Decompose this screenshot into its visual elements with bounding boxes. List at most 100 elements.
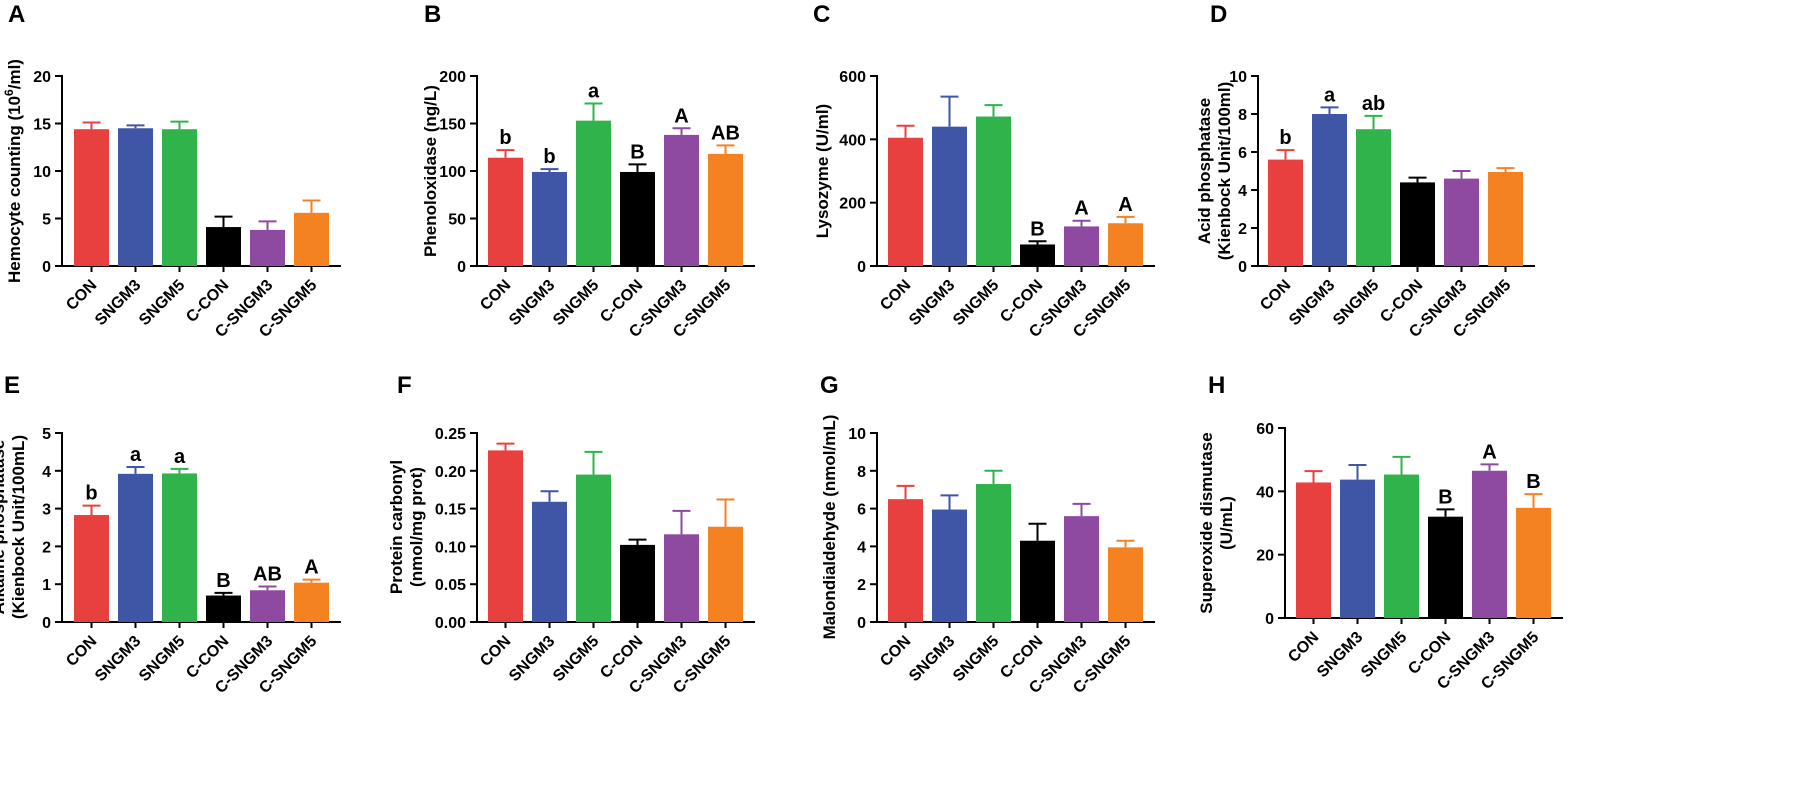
bar-c-sngm3 <box>1444 178 1479 266</box>
y-tick-label: 20 <box>1256 548 1274 565</box>
significance-label: AB <box>253 563 282 585</box>
y-tick-label: 4 <box>42 464 51 481</box>
significance-label: A <box>674 105 688 127</box>
significance-label: b <box>499 127 511 149</box>
bar-c-sngm5 <box>708 153 743 266</box>
significance-label: a <box>174 446 186 468</box>
bar-c-sngm5 <box>294 212 329 266</box>
significance-label: A <box>1482 441 1496 463</box>
x-tick-label: CON <box>477 277 514 314</box>
bar-c-con <box>1400 182 1435 266</box>
x-tick-label: SNGM5 <box>1358 629 1410 681</box>
y-tick-label: 10 <box>1229 69 1247 86</box>
significance-label: a <box>130 444 142 466</box>
bar-c-sngm3 <box>1472 470 1507 618</box>
bar-con <box>888 499 923 622</box>
bar-sngm5 <box>976 484 1011 622</box>
y-tick-label: 15 <box>33 117 51 134</box>
y-tick-label: 0 <box>42 259 51 276</box>
bar-sngm3 <box>532 171 567 266</box>
bar-sngm3 <box>532 501 567 622</box>
y-tick-label: 0.10 <box>435 539 466 556</box>
significance-label: B <box>630 141 644 163</box>
y-tick-label: 0 <box>857 615 866 632</box>
x-tick-label: CON <box>877 277 914 314</box>
y-axis-label: Acid phosphatase(Kienbock Unit/100ml) <box>1195 82 1234 261</box>
bar-con <box>74 129 109 266</box>
bar-c-sngm5 <box>1108 547 1143 622</box>
y-tick-label: 8 <box>857 464 866 481</box>
significance-label: A <box>1118 194 1132 216</box>
significance-label: a <box>1324 84 1336 106</box>
bar-con <box>74 515 109 622</box>
bar-c-sngm5 <box>1488 171 1523 266</box>
bar-c-sngm5 <box>708 526 743 622</box>
y-tick-label: 0.05 <box>435 577 466 594</box>
x-tick-label: CON <box>63 277 100 314</box>
bar-con <box>1296 482 1331 618</box>
y-tick-label: 4 <box>857 539 866 556</box>
y-tick-label: 5 <box>42 426 51 443</box>
y-tick-label: 2 <box>42 539 51 556</box>
y-tick-label: 6 <box>1238 145 1247 162</box>
bar-con <box>888 137 923 266</box>
significance-label: a <box>588 81 600 103</box>
y-tick-label: 20 <box>33 69 51 86</box>
y-axis-label: Lysozyme (U/ml) <box>813 104 832 238</box>
x-tick-label: SNGM3 <box>506 277 558 329</box>
x-tick-label: SNGM3 <box>906 633 958 685</box>
significance-label: B <box>1526 471 1540 493</box>
panel-b: B Phenoloxidase (ng/L) 0 50 100 150 200 CON b SNG… <box>421 1 755 341</box>
bar-c-con <box>1428 516 1463 618</box>
bar-sngm5 <box>576 474 611 622</box>
panel-letter: D <box>1210 1 1227 28</box>
bar-c-con <box>620 544 655 622</box>
bar-c-sngm3 <box>664 534 699 622</box>
y-tick-label: 10 <box>33 164 51 181</box>
y-tick-label: 0 <box>42 615 51 632</box>
bar-c-sngm3 <box>664 134 699 266</box>
y-axis-label: Hemocyte counting (106/ml) <box>2 59 24 283</box>
panel-letter: E <box>4 372 20 399</box>
bar-c-con <box>620 171 655 266</box>
y-axis-label: Malondialdehyde (nmol/mL) <box>820 415 839 640</box>
panel-letter: C <box>813 1 830 28</box>
y-tick-label: 40 <box>1256 484 1274 501</box>
bar-sngm3 <box>1312 114 1347 266</box>
bar-sngm5 <box>1384 474 1419 618</box>
y-tick-label: 0.25 <box>435 426 466 443</box>
bar-sngm3 <box>118 473 153 622</box>
significance-label: A <box>304 557 318 579</box>
bar-c-sngm5 <box>294 582 329 622</box>
significance-label: A <box>1074 198 1088 220</box>
x-tick-label: SNGM5 <box>950 633 1002 685</box>
y-axis-label: Superoxide dismutase(U/mL) <box>1197 432 1236 613</box>
x-tick-label: SNGM5 <box>550 277 602 329</box>
y-tick-label: 50 <box>448 212 466 229</box>
bar-sngm5 <box>1356 129 1391 266</box>
x-tick-label: SNGM5 <box>550 633 602 685</box>
x-tick-label: SNGM3 <box>92 633 144 685</box>
panel-letter: G <box>820 372 839 399</box>
panel-d: D Acid phosphatase(Kienbock Unit/100ml)0 2… <box>1195 1 1535 341</box>
bar-con <box>1268 159 1303 266</box>
bar-c-sngm3 <box>1064 226 1099 266</box>
y-tick-label: 5 <box>42 212 51 229</box>
y-tick-label: 400 <box>839 132 866 149</box>
x-tick-label: SNGM3 <box>1286 277 1338 329</box>
bar-con <box>488 450 523 622</box>
x-tick-label: SNGM3 <box>1314 629 1366 681</box>
x-tick-label: CON <box>63 633 100 670</box>
significance-label: B <box>216 570 230 592</box>
y-tick-label: 10 <box>848 426 866 443</box>
bar-c-con <box>1020 540 1055 622</box>
x-tick-label: SNGM5 <box>950 277 1002 329</box>
panel-letter: H <box>1208 372 1225 399</box>
panel-e: E Alkaline phosphatase(Kienbock Unit/100m… <box>0 372 341 697</box>
y-tick-label: 4 <box>1238 183 1247 200</box>
y-tick-label: 6 <box>857 502 866 519</box>
y-tick-label: 200 <box>439 69 466 86</box>
y-tick-label: 2 <box>1238 221 1247 238</box>
